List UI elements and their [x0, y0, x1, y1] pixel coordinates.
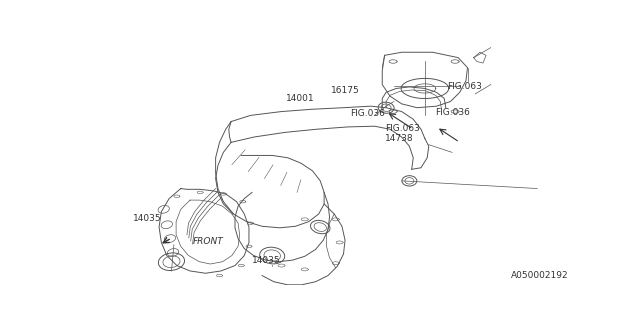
Text: FIG.036: FIG.036 [350, 109, 385, 118]
Text: 14738: 14738 [385, 134, 413, 143]
Text: A050002192: A050002192 [511, 271, 568, 280]
Text: 14035: 14035 [132, 214, 161, 223]
Text: 14001: 14001 [286, 94, 314, 103]
Text: FIG.063: FIG.063 [385, 124, 420, 133]
Text: 16175: 16175 [330, 86, 359, 95]
Text: FIG.063: FIG.063 [447, 82, 482, 91]
Text: FIG.036: FIG.036 [435, 108, 470, 117]
Text: 14035: 14035 [252, 256, 280, 265]
Text: FRONT: FRONT [193, 237, 224, 246]
